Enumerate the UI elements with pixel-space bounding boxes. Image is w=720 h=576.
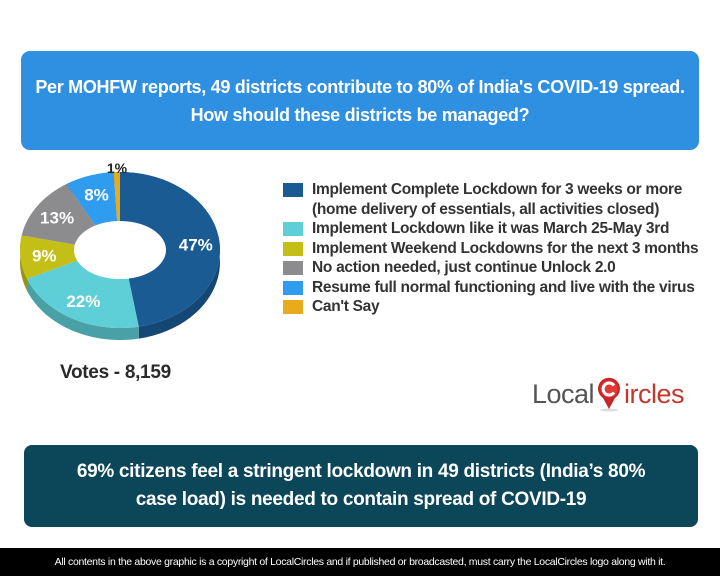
donut-slice [66, 172, 118, 226]
legend-label: Implement Lockdown like it was March 25-… [312, 220, 670, 237]
legend-item-march-lockdown: Implement Lockdown like it was March 25-… [283, 219, 698, 239]
question-banner: Per MOHFW reports, 49 districts contribu… [21, 51, 699, 150]
logo-text-local: Local [532, 378, 595, 409]
donut-slice [27, 260, 139, 328]
summary-banner: 69% citizens feel a stringent lockdown i… [24, 445, 698, 527]
legend-swatch [283, 261, 303, 275]
legend-label-cont: (home delivery of essentials, all activi… [312, 200, 660, 218]
legend-label: Implement Weekend Lockdowns for the next… [312, 239, 699, 257]
legend-item-complete-lockdown: Implement Complete Lockdown for 3 weeks … [283, 180, 698, 219]
donut-slice [20, 235, 78, 279]
question-line-2: How should these districts be managed? [190, 104, 530, 125]
summary-line-1: 69% citizens feel a stringent lockdown i… [76, 461, 646, 482]
localcircles-logo: Local ircles [532, 376, 685, 412]
legend-swatch [283, 300, 303, 314]
slice-label: 22% [66, 292, 100, 311]
legend-label: No action needed, just continue Unlock 2… [312, 259, 616, 276]
legend-swatch [283, 280, 303, 295]
legend-swatch [283, 241, 303, 256]
legend-item-no-action: No action needed, just continue Unlock 2… [283, 258, 698, 278]
legend-item-cant-say: Can't Say [283, 297, 698, 317]
slice-label: 13% [40, 208, 74, 227]
chart-legend: Implement Complete Lockdown for 3 weeks … [283, 180, 699, 317]
legend-label: Can't Say [312, 298, 380, 315]
donut-side [20, 235, 28, 291]
logo-text-ircles: ircles [624, 378, 685, 409]
legend-item-resume-normal: Resume full normal functioning and live … [283, 278, 698, 298]
donut-side [27, 278, 139, 340]
slice-label: 9% [32, 246, 57, 265]
legend-label: Resume full normal functioning and live … [312, 278, 695, 296]
copyright-footer: All contents in the above graphic is a c… [0, 548, 720, 576]
donut-slice [21, 184, 96, 245]
slice-label: 1% [107, 160, 128, 176]
question-line-1: Per MOHFW reports, 49 districts contribu… [35, 76, 685, 97]
legend-label: Implement Complete Lockdown for 3 weeks … [312, 181, 683, 198]
legend-swatch [283, 183, 303, 197]
donut-slice [113, 172, 120, 222]
summary-line-2: case load) is needed to contain spread o… [135, 489, 587, 510]
votes-count: Votes - 8,159 [60, 362, 171, 383]
donut-chart: 47% 22% 9% 13% 8% 1% [15, 150, 245, 350]
slice-label: 8% [84, 186, 109, 205]
donut-slice [120, 172, 220, 327]
slice-label: 47% [179, 236, 213, 255]
legend-swatch [283, 222, 303, 236]
legend-item-weekend-lockdowns: Implement Weekend Lockdowns for the next… [283, 239, 699, 259]
location-pin-icon [595, 376, 623, 412]
